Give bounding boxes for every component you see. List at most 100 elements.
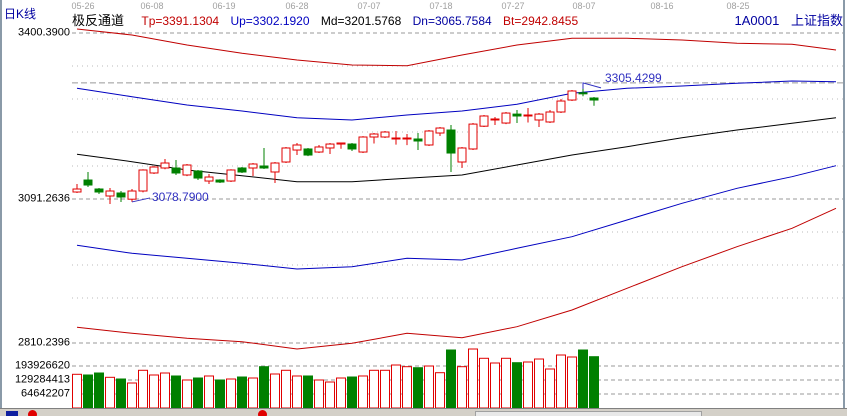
indicator-value-md: Md=3201.5768	[320, 14, 402, 28]
candle-up	[468, 123, 478, 150]
volume-bar-down	[578, 349, 588, 409]
volume-bar-up	[424, 365, 434, 409]
candle-up	[534, 113, 544, 121]
price-axis-label: 2810.2396	[18, 336, 70, 349]
date-axis-label: 06-28	[285, 1, 309, 11]
volume-bar-up	[149, 374, 159, 409]
date-axis-label: 05-26	[71, 1, 95, 11]
candle-up	[556, 100, 566, 113]
period-label[interactable]: 日K线	[4, 7, 37, 21]
volume-bar-up	[380, 369, 390, 409]
candle-down	[303, 148, 313, 156]
candle-up	[270, 162, 280, 173]
candle-down	[193, 170, 203, 179]
candle-down	[413, 138, 423, 142]
candle-up	[380, 131, 390, 138]
candle-up	[314, 146, 324, 153]
candle-down	[116, 192, 126, 198]
candle-up	[490, 118, 500, 121]
toolbar-red-icon[interactable]	[28, 410, 37, 416]
volume-bar-down	[413, 367, 423, 409]
volume-bar-up	[501, 357, 511, 409]
toolbar-window-icon[interactable]	[6, 411, 18, 416]
candle-down	[237, 167, 247, 173]
candle-down	[578, 92, 588, 95]
date-axis-label: 06-08	[140, 1, 164, 11]
volume-bar-up	[226, 378, 236, 409]
volume-bar-down	[259, 366, 269, 409]
candle-up	[391, 137, 401, 140]
volume-bar-up	[182, 379, 192, 409]
indicator-value-tp: Tp=3391.1304	[141, 14, 220, 28]
low-annotation-pointer	[131, 197, 151, 203]
candle-up	[204, 176, 214, 182]
volume-bar-up	[545, 368, 555, 409]
symbol-name: 上证指数	[790, 13, 843, 28]
volume-bar-up	[468, 348, 478, 409]
indicator-name[interactable]: 极反通道	[72, 13, 125, 28]
candle-up	[325, 143, 335, 149]
candle-down	[512, 113, 522, 117]
volume-axis-label: 64642207	[21, 387, 70, 400]
volume-bar-down	[94, 372, 104, 409]
toolbar-red-icon-2[interactable]	[258, 410, 267, 416]
candle-up	[336, 142, 346, 145]
candle-up	[127, 190, 137, 200]
candle-up	[292, 144, 302, 151]
volume-bar-down	[116, 378, 126, 409]
candle-up	[402, 137, 412, 140]
candle-up	[138, 169, 148, 192]
date-axis-label: 08-07	[572, 1, 596, 11]
volume-bar-up	[567, 356, 577, 409]
volume-bar-up	[292, 375, 302, 409]
band-line-dn	[76, 165, 837, 270]
candle-down	[446, 129, 456, 154]
volume-bar-down	[237, 376, 247, 409]
candle-down	[83, 179, 93, 186]
candle-up	[149, 166, 159, 174]
indicator-value-up: Up=3302.1920	[230, 14, 310, 28]
candle-down	[171, 167, 181, 174]
candle-up	[72, 188, 82, 193]
candle-up	[567, 90, 577, 101]
low-price-annotation: 3078.7900	[152, 190, 209, 204]
candle-up	[160, 162, 170, 169]
symbol-code: 1A0001	[734, 13, 780, 28]
volume-bar-up	[369, 369, 379, 409]
volume-bar-up	[556, 354, 566, 409]
price-axis-label: 3091.2636	[18, 192, 70, 205]
volume-bar-down	[193, 377, 203, 409]
band-line-tp	[76, 28, 837, 67]
volume-bar-up	[457, 366, 467, 409]
price-axis-label: 3400.3900	[18, 26, 70, 39]
volume-bar-up	[358, 375, 368, 409]
volume-bar-up	[479, 357, 489, 409]
volume-bar-up	[281, 369, 291, 409]
volume-bar-up	[160, 372, 170, 409]
band-line-up	[76, 80, 837, 121]
volume-bar-up	[204, 375, 214, 409]
volume-bar-up	[138, 369, 148, 409]
date-axis-label: 07-27	[501, 1, 525, 11]
volume-bar-up	[105, 376, 115, 409]
candle-up	[501, 112, 511, 124]
window-border-left	[0, 0, 2, 408]
date-axis-label: 06-19	[212, 1, 236, 11]
candle-down	[347, 143, 357, 150]
volume-bar-up	[248, 377, 258, 409]
candle-down	[215, 179, 225, 183]
volume-bar-up	[72, 373, 82, 409]
volume-bar-down	[347, 376, 357, 409]
candle-up	[545, 111, 555, 123]
candle-up	[435, 127, 445, 134]
bottom-toolbar	[0, 408, 847, 416]
volume-bar-down	[589, 356, 599, 409]
candle-up	[358, 136, 368, 153]
window-border-right	[843, 0, 845, 408]
horizontal-scrollbar[interactable]	[475, 411, 702, 416]
candle-up	[479, 115, 489, 127]
volume-bar-up	[435, 372, 445, 409]
symbol-info: 1A0001 上证指数	[727, 10, 843, 29]
indicator-header: 极反通道 Tp=3391.1304 Up=3302.1920 Md=3201.5…	[72, 10, 586, 29]
